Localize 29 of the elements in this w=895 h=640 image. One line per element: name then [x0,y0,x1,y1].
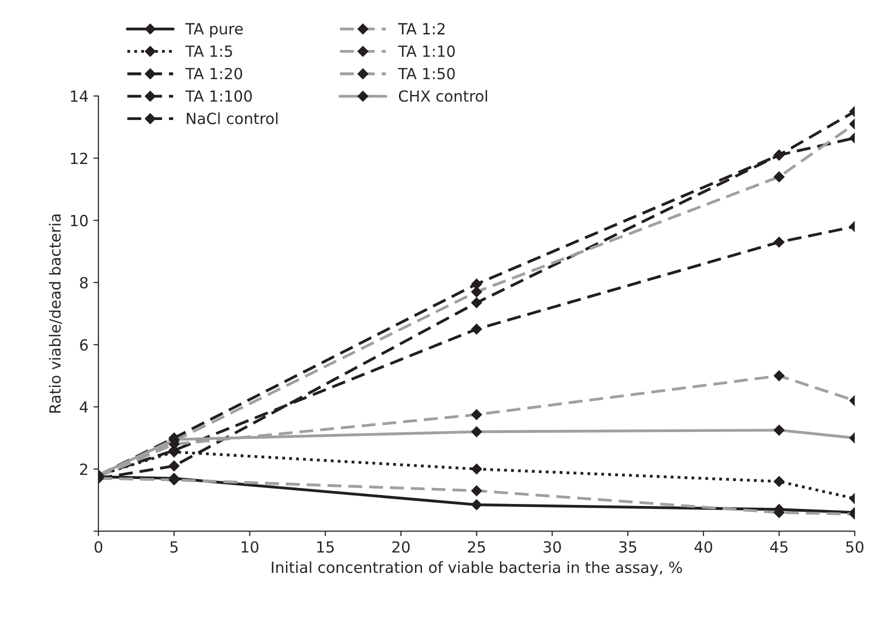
x-tick-label: 0 [94,541,102,553]
x-tick-label: 50 [846,541,864,553]
x-axis-title: Initial concentration of viable bacteria in the assay, % [272,561,682,576]
legend-label: TA 1:2 [398,22,445,34]
y-tick-label: 4 [80,402,88,413]
legend-label: TA 1:100 [185,90,252,102]
x-tick-label: 30 [544,541,561,553]
x-tick-label: 20 [392,541,410,553]
x-tick-label: 10 [242,541,258,553]
legend-label: NaCl control [186,112,278,124]
y-tick-label: 2 [80,463,88,475]
legend-label: TA 1:10 [398,45,455,57]
x-tick-label: 35 [619,541,636,553]
y-tick-label: 8 [80,276,88,289]
x-tick-label: 40 [694,541,712,553]
legend-label: CHX control [398,90,488,102]
x-tick-label: 25 [468,541,485,553]
legend-label: TA 1:20 [185,68,242,80]
y-tick-label: 14 [70,90,88,102]
x-tick-label: 15 [317,541,334,553]
y-tick-label: 10 [70,214,88,226]
legend-label: TA pure [185,23,243,38]
y-tick-label: 12 [70,152,88,164]
legend-label: TA 1:5 [185,46,232,57]
y-axis-title: Ratio viable/dead bacteria [48,214,62,413]
legend-label: TA 1:50 [398,68,455,80]
y-tick-label: 6 [80,339,88,351]
x-tick-label: 5 [170,541,178,553]
x-tick-label: 45 [770,541,788,553]
